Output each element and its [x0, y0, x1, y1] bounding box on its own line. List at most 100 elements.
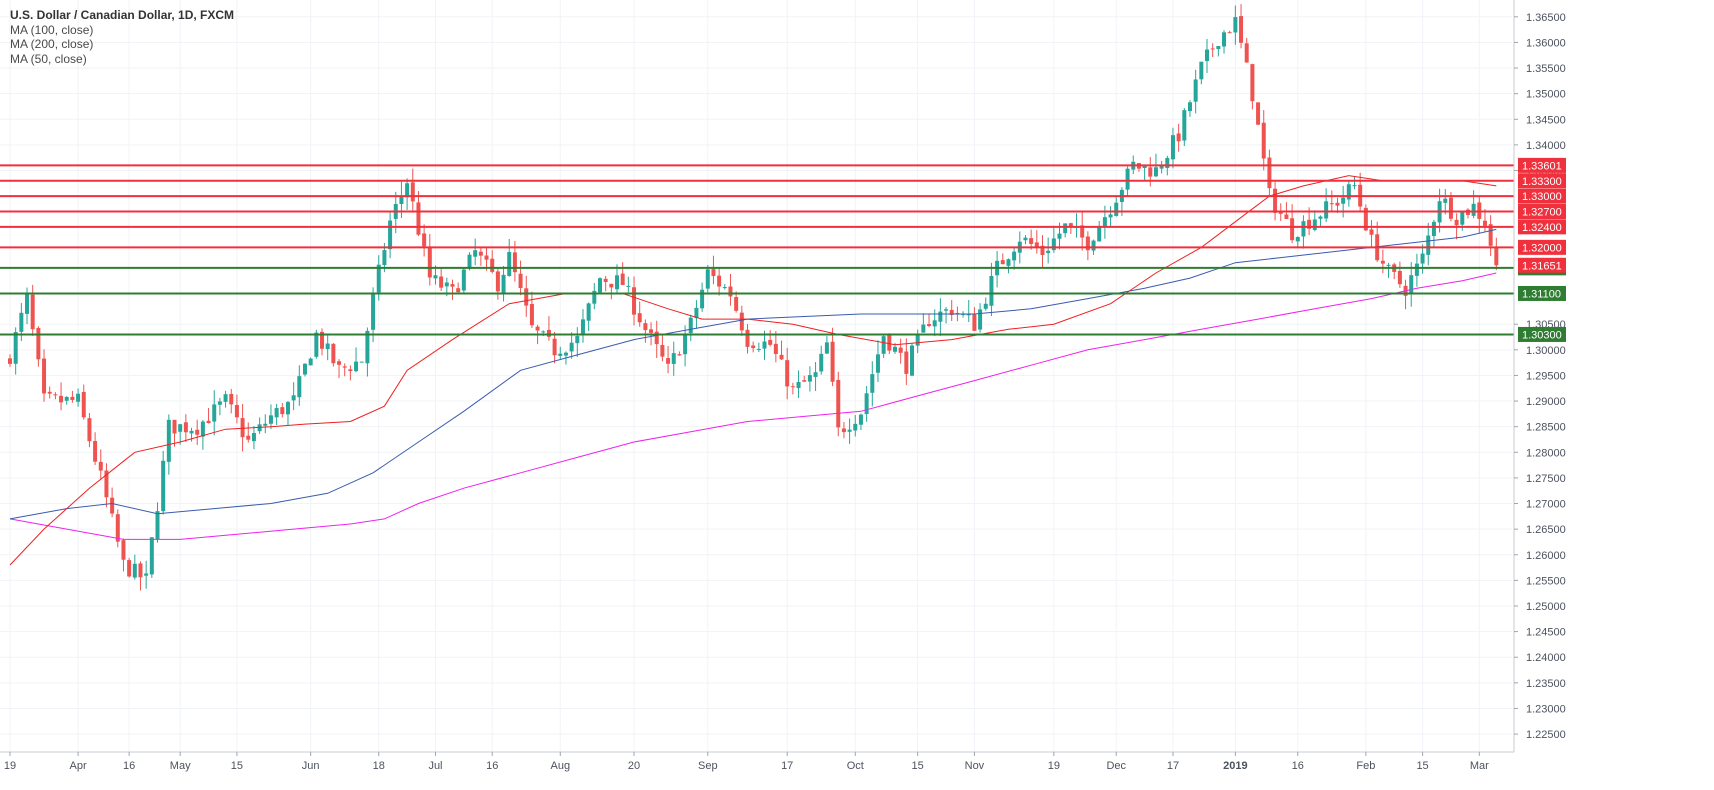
candle-body: [115, 514, 120, 542]
candle-body: [359, 361, 364, 363]
candle-body: [280, 407, 285, 415]
level-price-label-text: 1.32000: [1522, 242, 1562, 254]
y-tick-label: 1.36000: [1526, 37, 1566, 49]
candle-down: [1244, 37, 1249, 63]
candle-up: [297, 365, 302, 406]
candle-body: [291, 395, 296, 401]
candle-up: [1346, 180, 1351, 207]
indicator-ma50-label: MA (50, close): [10, 51, 87, 66]
candle-down: [768, 330, 773, 347]
candle-body: [927, 324, 932, 326]
candle-body: [1329, 203, 1334, 205]
candle-body: [1153, 167, 1158, 177]
candle-up: [966, 300, 971, 323]
candle-body: [422, 233, 427, 247]
candle-body: [433, 275, 438, 279]
y-tick-label: 1.30000: [1526, 345, 1566, 357]
candle-body: [966, 314, 971, 316]
candle-down: [115, 509, 120, 548]
candle-body: [1102, 217, 1107, 227]
candle-body: [637, 313, 642, 323]
candle-body: [688, 317, 693, 334]
level-price-label-text: 1.32700: [1522, 206, 1562, 218]
x-tick-label: Oct: [847, 760, 864, 772]
candle-down: [524, 275, 529, 317]
candle-body: [1142, 165, 1147, 168]
candle-up: [1386, 262, 1391, 278]
candle-body: [751, 345, 756, 349]
candle-up: [705, 265, 710, 293]
candle-down: [1176, 123, 1181, 152]
candle-body: [178, 424, 183, 432]
level-price-label: 1.33300: [1518, 173, 1566, 189]
chart-title: U.S. Dollar / Canadian Dollar, 1D, FXCM: [10, 8, 235, 22]
candle-down: [1227, 30, 1232, 34]
x-tick-label: 20: [628, 760, 640, 772]
candle-body: [1000, 260, 1005, 265]
candle-up: [592, 283, 597, 310]
candle-up: [1324, 188, 1329, 222]
candle-down: [127, 557, 132, 578]
candle-body: [149, 537, 154, 575]
candle-up: [870, 361, 875, 407]
candle-body: [529, 303, 534, 326]
x-tick-label: Feb: [1356, 760, 1375, 772]
candle-body: [1397, 270, 1402, 285]
candle-body: [456, 288, 461, 293]
candle-up: [1170, 127, 1175, 169]
y-tick-label: 1.34000: [1526, 140, 1566, 152]
candle-down: [206, 407, 211, 424]
candle-body: [728, 286, 733, 297]
candle-down: [183, 414, 188, 443]
candle-down: [717, 267, 722, 296]
candle-down: [927, 313, 932, 328]
candle-up: [694, 300, 699, 329]
candle-body: [110, 497, 115, 514]
x-tick-label: 19: [1048, 760, 1060, 772]
candle-down: [70, 390, 75, 403]
candle-up: [325, 333, 330, 361]
x-tick-label: 2019: [1223, 760, 1247, 772]
candle-up: [1142, 165, 1147, 182]
candle-body: [796, 382, 801, 389]
candle-body: [274, 408, 279, 418]
candle-down: [1273, 181, 1278, 221]
candle-down: [1068, 222, 1073, 234]
horizontal-levels: [0, 164, 1514, 336]
candle-up: [688, 314, 693, 342]
candle-body: [1386, 264, 1391, 266]
candle-up: [507, 239, 512, 277]
candle-down: [410, 168, 415, 213]
candle-up: [178, 423, 183, 445]
candle-body: [694, 307, 699, 319]
candle-body: [1199, 61, 1204, 80]
candle-body: [989, 275, 994, 306]
candle-body: [501, 274, 506, 293]
candle-body: [132, 563, 137, 578]
candle-body: [1012, 251, 1017, 261]
candle-up: [938, 298, 943, 337]
candle-body: [541, 331, 546, 333]
candle-down: [1256, 102, 1261, 126]
candle-body: [1488, 224, 1493, 246]
candle-body: [1346, 184, 1351, 200]
candle-body: [155, 511, 160, 540]
candle-down: [1329, 190, 1334, 213]
candle-down: [240, 403, 245, 452]
candle-body: [410, 182, 415, 202]
candle-up: [626, 276, 631, 293]
indicator-ma200-label: MA (200, close): [10, 37, 94, 51]
y-tick-label: 1.24500: [1526, 627, 1566, 639]
candle-body: [949, 309, 954, 315]
candle-body: [1290, 218, 1295, 241]
candle-body: [1029, 238, 1034, 244]
level-price-label: 1.33601: [1518, 157, 1566, 173]
x-tick-label: 16: [486, 760, 498, 772]
candle-down: [1482, 208, 1487, 232]
x-tick-label: May: [170, 760, 191, 772]
candle-up: [1352, 176, 1357, 190]
candle-down: [36, 326, 41, 367]
candle-up: [1205, 38, 1210, 73]
